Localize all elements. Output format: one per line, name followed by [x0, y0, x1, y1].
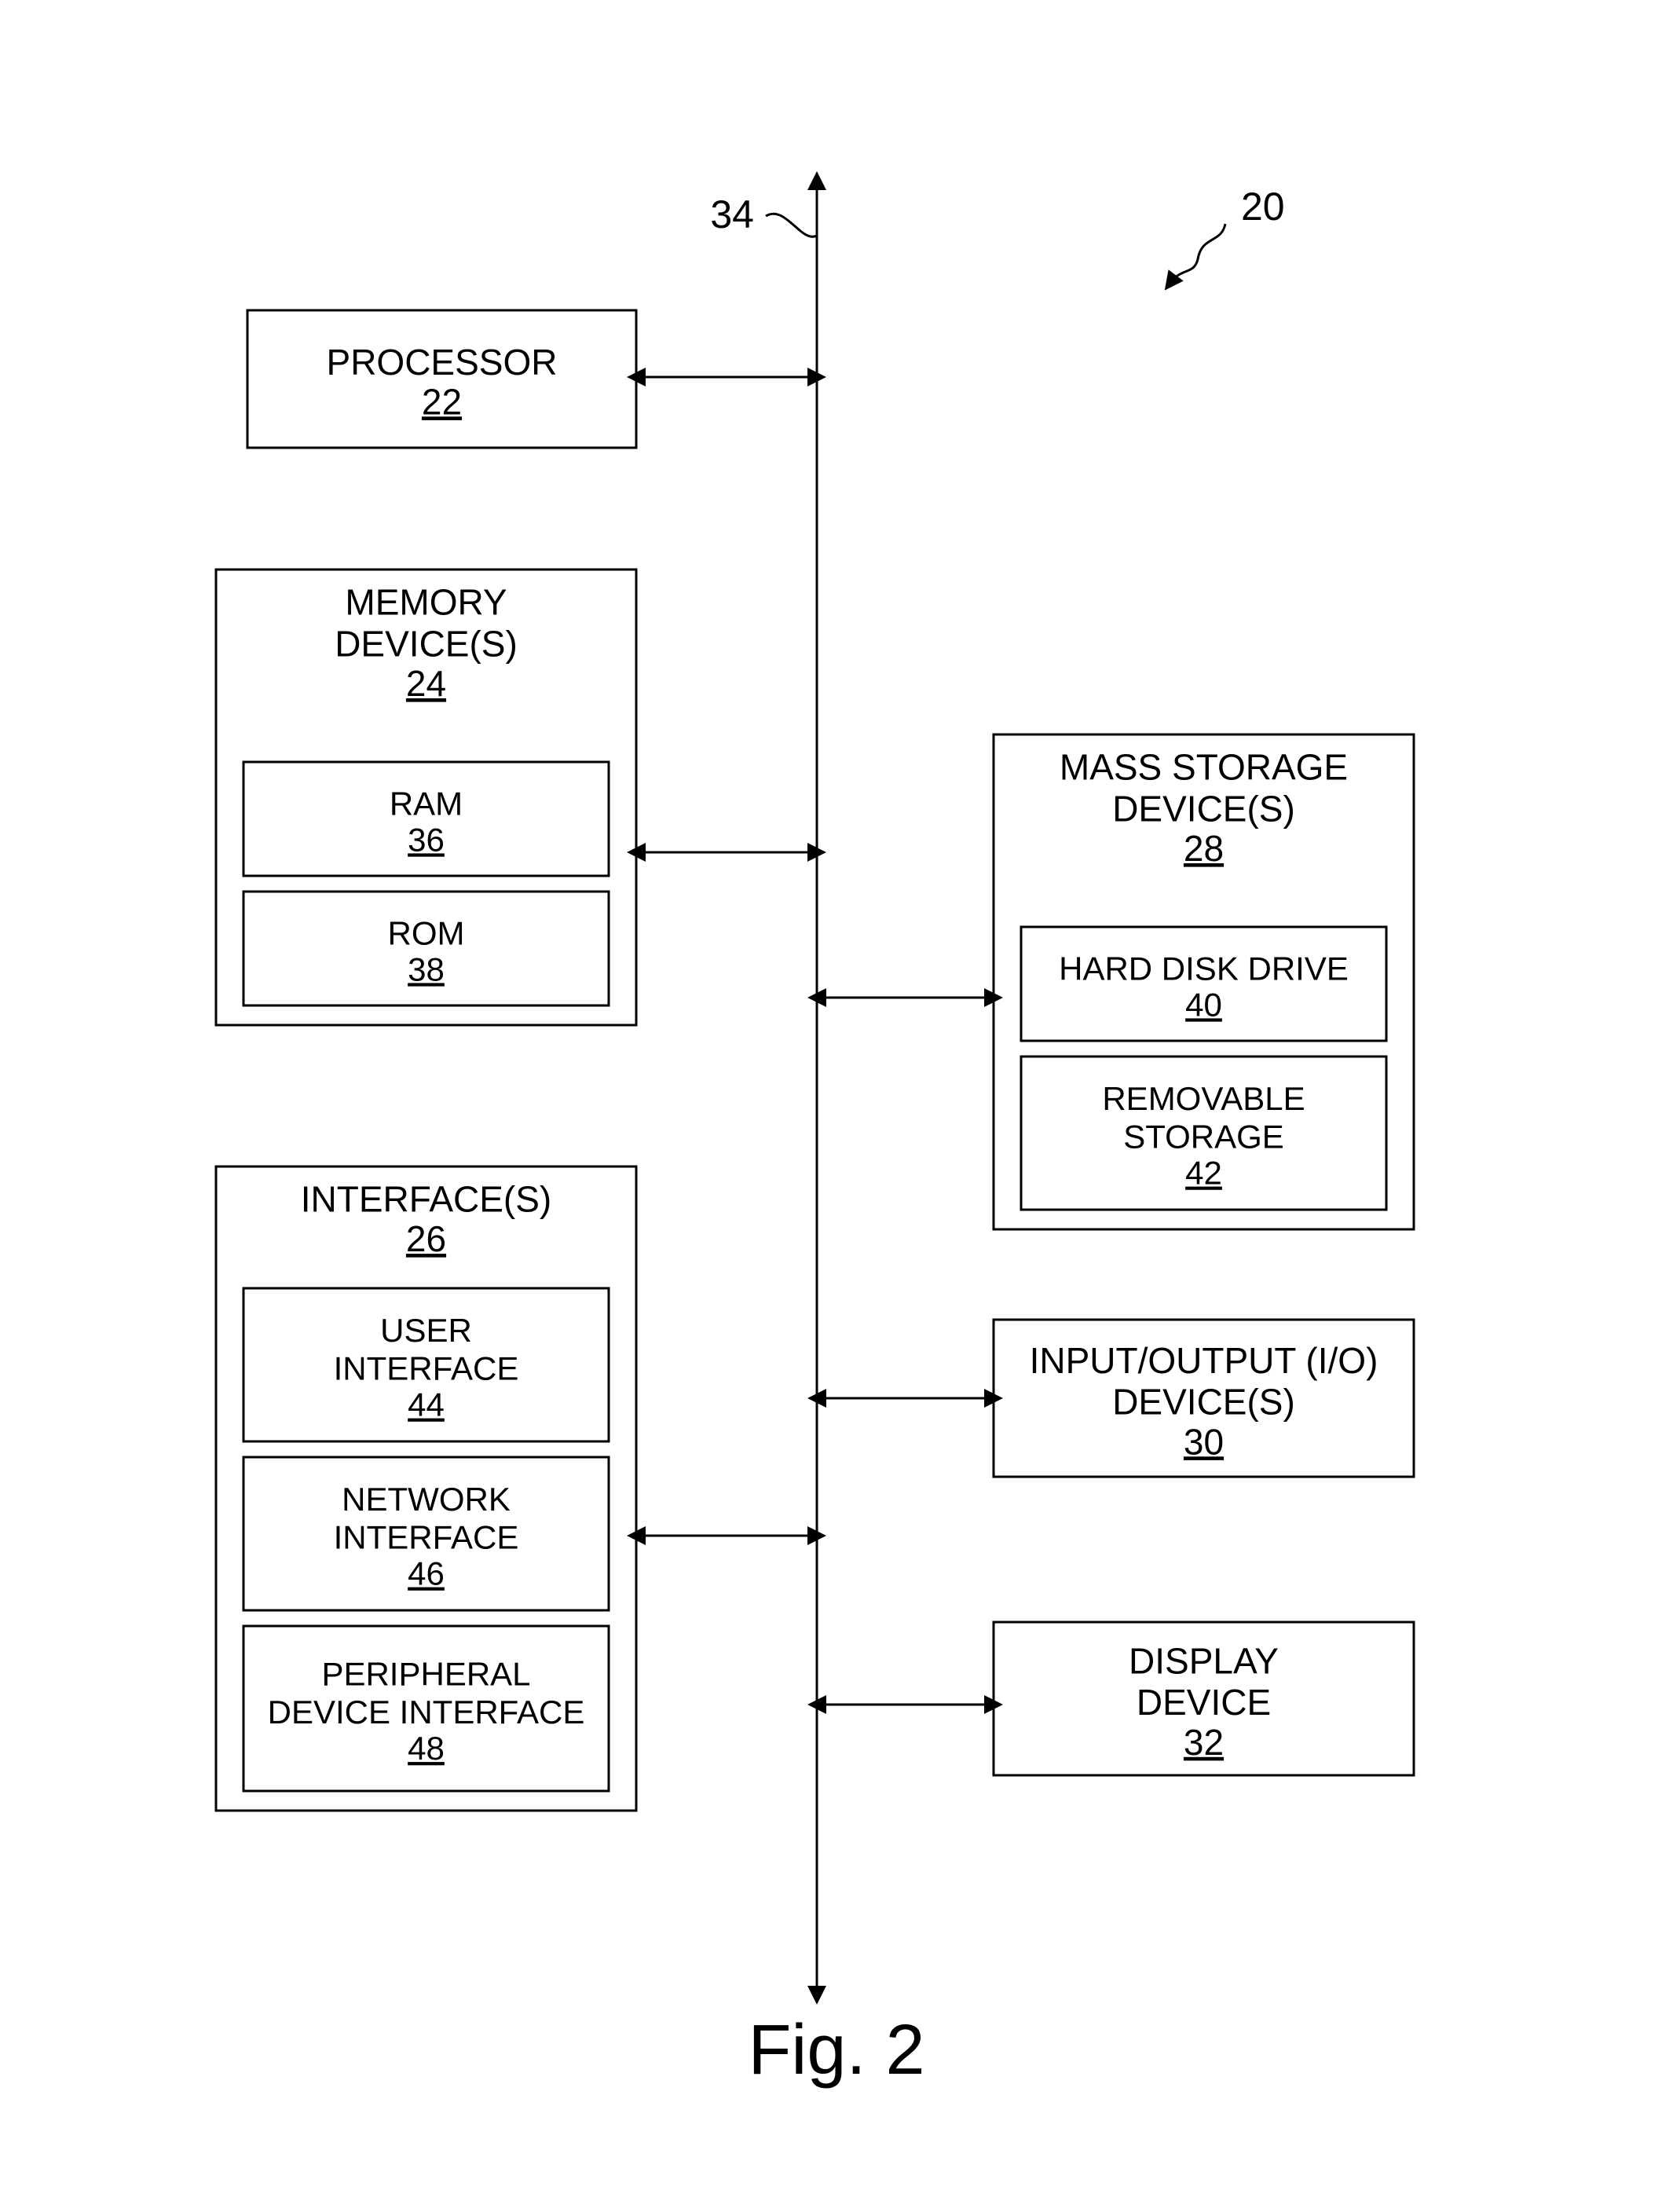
connectors: [636, 377, 994, 1705]
svg-text:DEVICE(S): DEVICE(S): [1112, 788, 1295, 829]
svg-text:USER: USER: [380, 1312, 472, 1349]
svg-text:DEVICE: DEVICE: [1137, 1682, 1271, 1723]
svg-text:NETWORK: NETWORK: [342, 1481, 511, 1518]
bus-label-leader: [766, 214, 817, 236]
svg-text:INTERFACE: INTERFACE: [334, 1350, 519, 1386]
svg-text:PROCESSOR: PROCESSOR: [327, 342, 558, 383]
svg-text:ROM: ROM: [388, 914, 465, 951]
system-block-diagram: 34 20 PROCESSOR22MEMORYDEVICE(S)24RAM36R…: [0, 0, 1673, 2212]
svg-text:26: 26: [406, 1218, 446, 1259]
bus-label-num: 34: [710, 192, 754, 236]
svg-text:38: 38: [408, 950, 445, 987]
svg-text:REMOVABLE: REMOVABLE: [1102, 1080, 1305, 1117]
svg-text:46: 46: [408, 1555, 445, 1592]
svg-text:44: 44: [408, 1386, 445, 1423]
svg-text:48: 48: [408, 1730, 445, 1767]
svg-text:MEMORY: MEMORY: [345, 582, 507, 623]
svg-text:36: 36: [408, 821, 445, 858]
svg-text:32: 32: [1184, 1722, 1224, 1763]
svg-text:28: 28: [1184, 828, 1224, 869]
svg-text:MASS STORAGE: MASS STORAGE: [1060, 747, 1348, 788]
figure-caption: Fig. 2: [748, 2011, 924, 2089]
svg-text:HARD DISK DRIVE: HARD DISK DRIVE: [1059, 950, 1349, 987]
svg-text:42: 42: [1185, 1155, 1222, 1192]
svg-text:PERIPHERAL: PERIPHERAL: [321, 1656, 530, 1693]
svg-text:DEVICE(S): DEVICE(S): [335, 623, 518, 664]
system-ref-num: 20: [1241, 185, 1285, 229]
svg-text:22: 22: [422, 381, 462, 422]
svg-text:INTERFACE(S): INTERFACE(S): [301, 1179, 551, 1220]
blocks: PROCESSOR22MEMORYDEVICE(S)24RAM36ROM38MA…: [216, 310, 1414, 1811]
svg-text:40: 40: [1185, 986, 1222, 1023]
svg-text:INTERFACE: INTERFACE: [334, 1518, 519, 1555]
svg-text:DISPLAY: DISPLAY: [1129, 1640, 1279, 1681]
svg-text:RAM: RAM: [390, 785, 463, 822]
system-ref-leader: [1170, 224, 1225, 283]
svg-text:30: 30: [1184, 1421, 1224, 1462]
svg-text:DEVICE(S): DEVICE(S): [1112, 1382, 1295, 1423]
svg-text:24: 24: [406, 663, 446, 704]
svg-text:STORAGE: STORAGE: [1123, 1118, 1284, 1155]
svg-text:DEVICE INTERFACE: DEVICE INTERFACE: [268, 1694, 585, 1730]
svg-text:INPUT/OUTPUT (I/O): INPUT/OUTPUT (I/O): [1030, 1340, 1378, 1381]
